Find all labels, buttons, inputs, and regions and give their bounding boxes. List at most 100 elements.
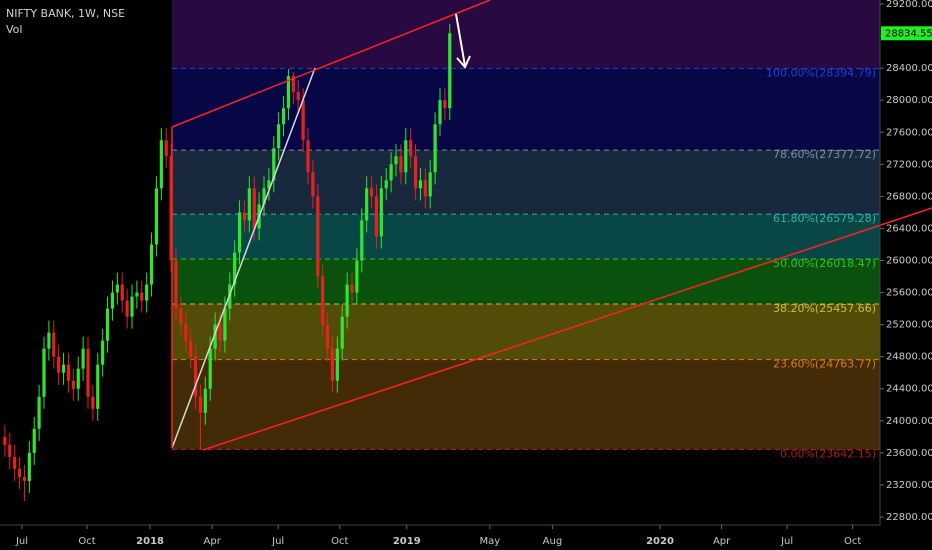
y-tick-label: 23600.00 xyxy=(886,448,932,459)
last-price-badge xyxy=(881,26,932,41)
fib-zone xyxy=(172,259,880,304)
x-tick-label: Jul xyxy=(780,536,793,547)
candle-body xyxy=(433,124,437,173)
candle-body xyxy=(184,324,188,341)
fib-label: 78.60%(27377.72) xyxy=(773,148,876,161)
candle-body xyxy=(325,324,330,349)
candle-body xyxy=(208,348,212,389)
candle-body xyxy=(267,180,271,189)
x-tick-label: Oct xyxy=(78,536,95,547)
x-tick-label: 2020 xyxy=(646,536,674,547)
candle-body xyxy=(428,172,432,197)
candle-body xyxy=(125,300,129,317)
candle-body xyxy=(306,140,310,173)
y-tick-label: 27200.00 xyxy=(886,159,932,170)
candle-body xyxy=(130,296,134,317)
candle-body xyxy=(277,124,281,149)
candle-body xyxy=(193,356,198,397)
x-tick-label: May xyxy=(480,536,501,547)
x-tick-label: Apr xyxy=(204,536,222,547)
candle-body xyxy=(321,276,325,325)
candle-body xyxy=(120,284,124,301)
candle-body xyxy=(262,188,266,205)
volume-label: Vol xyxy=(6,23,22,36)
candle-body xyxy=(301,100,305,141)
x-tick-label: Jul xyxy=(15,536,28,547)
candle-body xyxy=(247,188,251,221)
x-tick-label: Oct xyxy=(844,536,861,547)
candle-body xyxy=(213,324,217,349)
candle-body xyxy=(154,188,159,245)
candle-body xyxy=(37,396,41,429)
candle-body xyxy=(443,100,447,109)
x-tick-label: Jul xyxy=(271,536,284,547)
candle-body xyxy=(135,292,139,297)
x-tick-label: 2019 xyxy=(393,536,421,547)
candle-body xyxy=(409,140,413,157)
candle-body xyxy=(47,332,51,349)
y-tick-label: 26400.00 xyxy=(886,223,932,234)
fib-zone xyxy=(172,0,880,69)
candle-body xyxy=(22,476,27,481)
channel-line xyxy=(202,207,932,451)
fib-label: 100.00%(28394.79) xyxy=(766,67,876,80)
candle-body xyxy=(179,308,183,325)
candle-body xyxy=(448,33,452,109)
candle-body xyxy=(345,284,349,317)
candle-body xyxy=(242,212,247,221)
fib-label: 0.00%(23642.15) xyxy=(780,447,876,460)
y-tick-label: 28000.00 xyxy=(886,95,932,106)
candle-body xyxy=(438,100,442,125)
candle-body xyxy=(335,348,339,381)
y-tick-label: 26800.00 xyxy=(886,191,932,202)
candle-body xyxy=(52,332,56,357)
candle-body xyxy=(115,284,119,293)
trend-line xyxy=(171,67,316,449)
candle-body xyxy=(32,428,36,453)
candle-body xyxy=(105,308,110,341)
candle-body xyxy=(365,188,369,221)
candle-body xyxy=(61,364,66,373)
fib-zone xyxy=(172,359,880,450)
y-tick-label: 24000.00 xyxy=(886,416,932,427)
candle-body xyxy=(57,356,61,373)
y-tick-label: 29200.00 xyxy=(886,0,932,10)
y-tick-label: 25200.00 xyxy=(886,320,932,331)
candle-body xyxy=(96,364,100,409)
candle-body xyxy=(355,260,359,293)
candle-body xyxy=(384,180,388,189)
fib-zone xyxy=(172,303,880,360)
x-tick-label: 2018 xyxy=(136,536,164,547)
candle-body xyxy=(286,76,291,109)
candle-body xyxy=(223,308,227,341)
candle-body xyxy=(350,284,354,293)
fib-label: 38.20%(25457.66) xyxy=(773,302,876,315)
y-tick-label: 24400.00 xyxy=(886,384,932,395)
candle-body xyxy=(198,396,203,413)
candle-body xyxy=(389,164,393,181)
chart-title: NIFTY BANK, 1W, NSE xyxy=(6,7,125,20)
y-tick-label: 25600.00 xyxy=(886,288,932,299)
candle-body xyxy=(3,436,7,445)
candle-body xyxy=(272,148,276,181)
x-tick-label: Apr xyxy=(713,536,731,547)
fib-label: 50.00%(26018.47) xyxy=(773,257,876,270)
candle-body xyxy=(330,348,335,381)
y-tick-label: 26000.00 xyxy=(886,255,932,266)
candle-body xyxy=(369,188,374,197)
candle-body xyxy=(159,140,163,189)
candle-body xyxy=(252,188,256,229)
candle-body xyxy=(13,456,17,469)
candle-body xyxy=(423,180,427,197)
candle-body xyxy=(71,380,75,389)
candle-body xyxy=(311,172,315,197)
candle-body xyxy=(203,388,207,413)
candle-body xyxy=(418,180,423,189)
candle-body xyxy=(164,140,168,157)
x-tick-label: Aug xyxy=(543,536,563,547)
fib-label: 61.80%(26579.28) xyxy=(773,212,876,225)
y-tick-label: 27600.00 xyxy=(886,127,932,138)
candle-body xyxy=(399,156,403,173)
candle-body xyxy=(8,444,12,457)
